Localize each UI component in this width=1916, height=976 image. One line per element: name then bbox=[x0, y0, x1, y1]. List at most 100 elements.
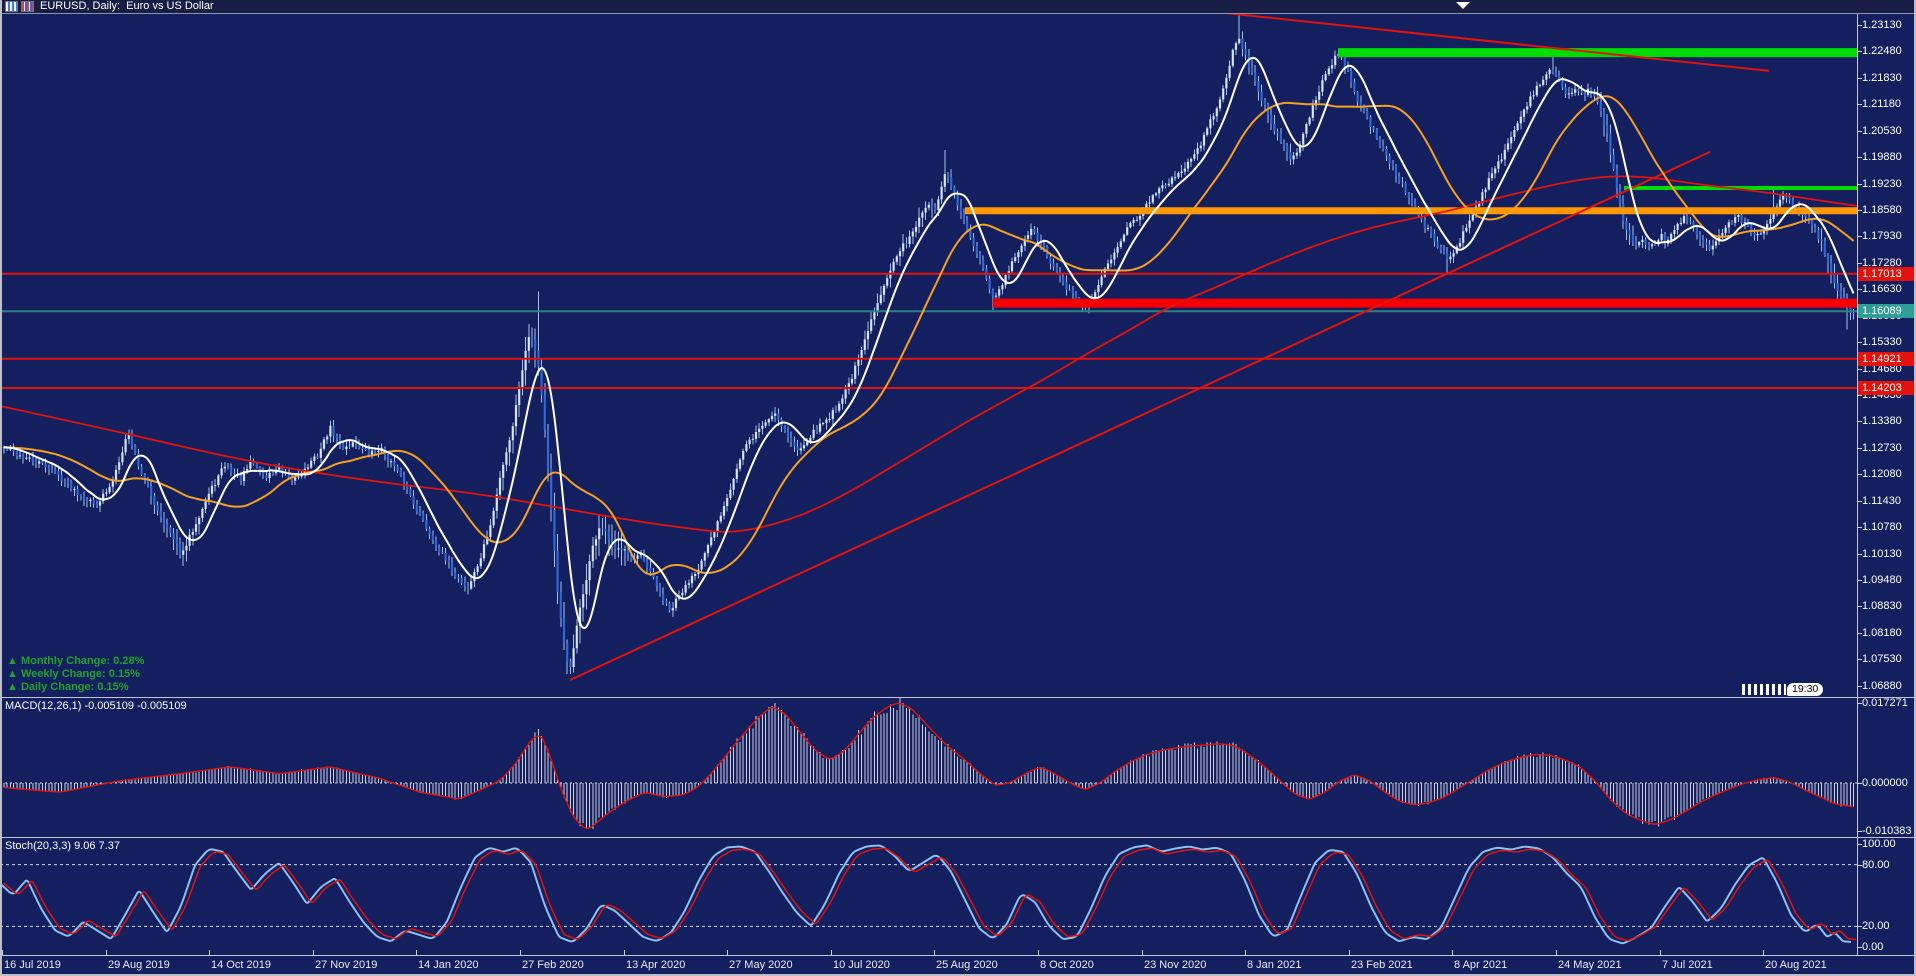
axis-tick-dash bbox=[1857, 236, 1862, 237]
date-tick-label: 20 Aug 2021 bbox=[1765, 959, 1827, 971]
axis-tick-dash bbox=[1857, 554, 1862, 555]
date-tick-label: 8 Jan 2021 bbox=[1247, 959, 1302, 971]
price-line-label: 1.16089 bbox=[1858, 304, 1914, 318]
trendline-1[interactable] bbox=[569, 150, 1711, 681]
daily-change-label: ▲ Daily Change: 0.15% bbox=[7, 681, 129, 693]
axis-tick-dash bbox=[1857, 51, 1862, 52]
price-tick-label: 1.09480 bbox=[1862, 574, 1902, 586]
price-tick-label: 1.19230 bbox=[1862, 178, 1902, 190]
axis-tick-dash bbox=[1857, 606, 1862, 607]
macd-tick-label: -0.010383 bbox=[1862, 825, 1912, 837]
price-tick-label: 1.23130 bbox=[1862, 19, 1902, 31]
macd-signal-line bbox=[3, 702, 1854, 830]
date-tick-label: 23 Nov 2020 bbox=[1144, 959, 1207, 971]
date-tick-label: 8 Apr 2021 bbox=[1454, 959, 1508, 971]
chart-title: EURUSD, Daily: Euro vs US Dollar bbox=[40, 0, 214, 12]
candle-countdown-timer: 19:30 bbox=[1787, 683, 1824, 696]
axis-tick-dash bbox=[1857, 926, 1862, 927]
bear-candles bbox=[6, 38, 1855, 667]
axis-tick-dash bbox=[1857, 844, 1862, 845]
date-tick-dash bbox=[1142, 950, 1143, 955]
date-tick-dash bbox=[106, 950, 107, 955]
axis-tick-dash bbox=[1857, 263, 1862, 264]
macd-indicator-label: MACD(12,26,1) -0.005109 -0.005109 bbox=[5, 700, 187, 712]
date-tick-label: 14 Oct 2019 bbox=[211, 959, 271, 971]
date-tick-label: 27 Nov 2019 bbox=[315, 959, 378, 971]
candlestick-chart-icon bbox=[21, 1, 34, 12]
macd-panel-divider[interactable] bbox=[0, 697, 1916, 698]
stoch-main-line bbox=[0, 844, 1852, 945]
chart-marker-icon[interactable] bbox=[1456, 2, 1470, 9]
date-tick-dash bbox=[520, 950, 521, 955]
stoch-panel[interactable] bbox=[0, 844, 1857, 945]
ma-slow-red[interactable] bbox=[0, 175, 1857, 533]
price-line-label: 1.14203 bbox=[1858, 381, 1914, 395]
price-tick-label: 1.19880 bbox=[1862, 151, 1902, 163]
price-tick-label: 1.11430 bbox=[1862, 495, 1901, 507]
axis-tick-dash bbox=[1857, 78, 1862, 79]
date-tick-label: 27 Feb 2020 bbox=[522, 959, 584, 971]
axis-tick-dash bbox=[1857, 686, 1862, 687]
candle-wicks bbox=[3, 14, 1855, 674]
macd-tick-label: 0.017271 bbox=[1862, 697, 1908, 709]
price-tick-label: 1.10780 bbox=[1862, 521, 1902, 533]
price-tick-label: 1.14680 bbox=[1862, 363, 1902, 375]
chart-title-bar[interactable]: EURUSD, Daily: Euro vs US Dollar bbox=[0, 0, 1916, 14]
countdown-stripes-icon bbox=[1742, 684, 1786, 695]
axis-tick-dash bbox=[1857, 947, 1862, 948]
monthly-change-label: ▲ Monthly Change: 0.28% bbox=[7, 655, 145, 667]
date-tick-dash bbox=[2, 950, 3, 955]
price-tick-label: 1.12080 bbox=[1862, 468, 1902, 480]
axis-tick-dash bbox=[1857, 527, 1862, 528]
axis-tick-dash bbox=[1857, 421, 1862, 422]
stoch-panel-divider[interactable] bbox=[0, 837, 1916, 838]
stoch-tick-label: 20.00 bbox=[1862, 920, 1890, 932]
price-tick-label: 1.07530 bbox=[1862, 653, 1902, 665]
date-tick-dash bbox=[727, 950, 728, 955]
ma-medium-orange[interactable] bbox=[3, 95, 1855, 576]
stoch-tick-label: 0.00 bbox=[1862, 941, 1884, 953]
price-tick-label: 1.22480 bbox=[1862, 45, 1902, 57]
date-tick-dash bbox=[934, 950, 935, 955]
window-frame-bottom bbox=[0, 974, 1916, 976]
price-tick-label: 1.10130 bbox=[1862, 548, 1902, 560]
price-tick-label: 1.20530 bbox=[1862, 125, 1902, 137]
stoch-tick-label: 80.00 bbox=[1862, 859, 1890, 871]
axis-tick-dash bbox=[1857, 703, 1862, 704]
date-tick-label: 16 Jul 2019 bbox=[4, 959, 61, 971]
axis-tick-dash bbox=[1857, 25, 1862, 26]
price-tick-label: 1.08830 bbox=[1862, 600, 1902, 612]
date-tick-dash bbox=[1038, 950, 1039, 955]
date-tick-dash bbox=[1763, 950, 1764, 955]
date-tick-dash bbox=[313, 950, 314, 955]
main-price-panel[interactable] bbox=[0, 10, 1857, 681]
stoch-indicator-label: Stoch(20,3,3) 9.06 7.37 bbox=[5, 840, 120, 852]
price-tick-label: 1.17930 bbox=[1862, 230, 1902, 242]
axis-tick-dash bbox=[1857, 342, 1862, 343]
price-tick-label: 1.21830 bbox=[1862, 72, 1902, 84]
ma-fast-white[interactable] bbox=[3, 56, 1855, 630]
price-tick-label: 1.12730 bbox=[1862, 442, 1902, 454]
date-tick-label: 8 Oct 2020 bbox=[1040, 959, 1094, 971]
stoch-tick-label: 100.00 bbox=[1862, 838, 1896, 850]
date-tick-dash bbox=[1245, 950, 1246, 955]
price-tick-label: 1.15330 bbox=[1862, 336, 1902, 348]
axis-tick-dash bbox=[1857, 633, 1862, 634]
window-frame-left bbox=[0, 0, 2, 976]
axis-tick-dash bbox=[1857, 831, 1862, 832]
bar-chart-icon bbox=[5, 1, 18, 12]
macd-histogram bbox=[3, 698, 1855, 829]
axis-tick-dash bbox=[1857, 395, 1862, 396]
price-tick-label: 1.18580 bbox=[1862, 204, 1902, 216]
macd-panel[interactable] bbox=[0, 698, 1857, 830]
trendline-0[interactable] bbox=[1223, 13, 1770, 72]
price-axis-divider bbox=[1857, 14, 1858, 955]
axis-tick-dash bbox=[1857, 659, 1862, 660]
date-tick-label: 14 Jan 2020 bbox=[418, 959, 479, 971]
date-tick-dash bbox=[1349, 950, 1350, 955]
date-tick-label: 27 May 2020 bbox=[729, 959, 793, 971]
date-tick-label: 7 Jul 2021 bbox=[1662, 959, 1713, 971]
price-line-label: 1.17013 bbox=[1858, 267, 1914, 281]
price-line-label: 1.14921 bbox=[1858, 352, 1914, 366]
